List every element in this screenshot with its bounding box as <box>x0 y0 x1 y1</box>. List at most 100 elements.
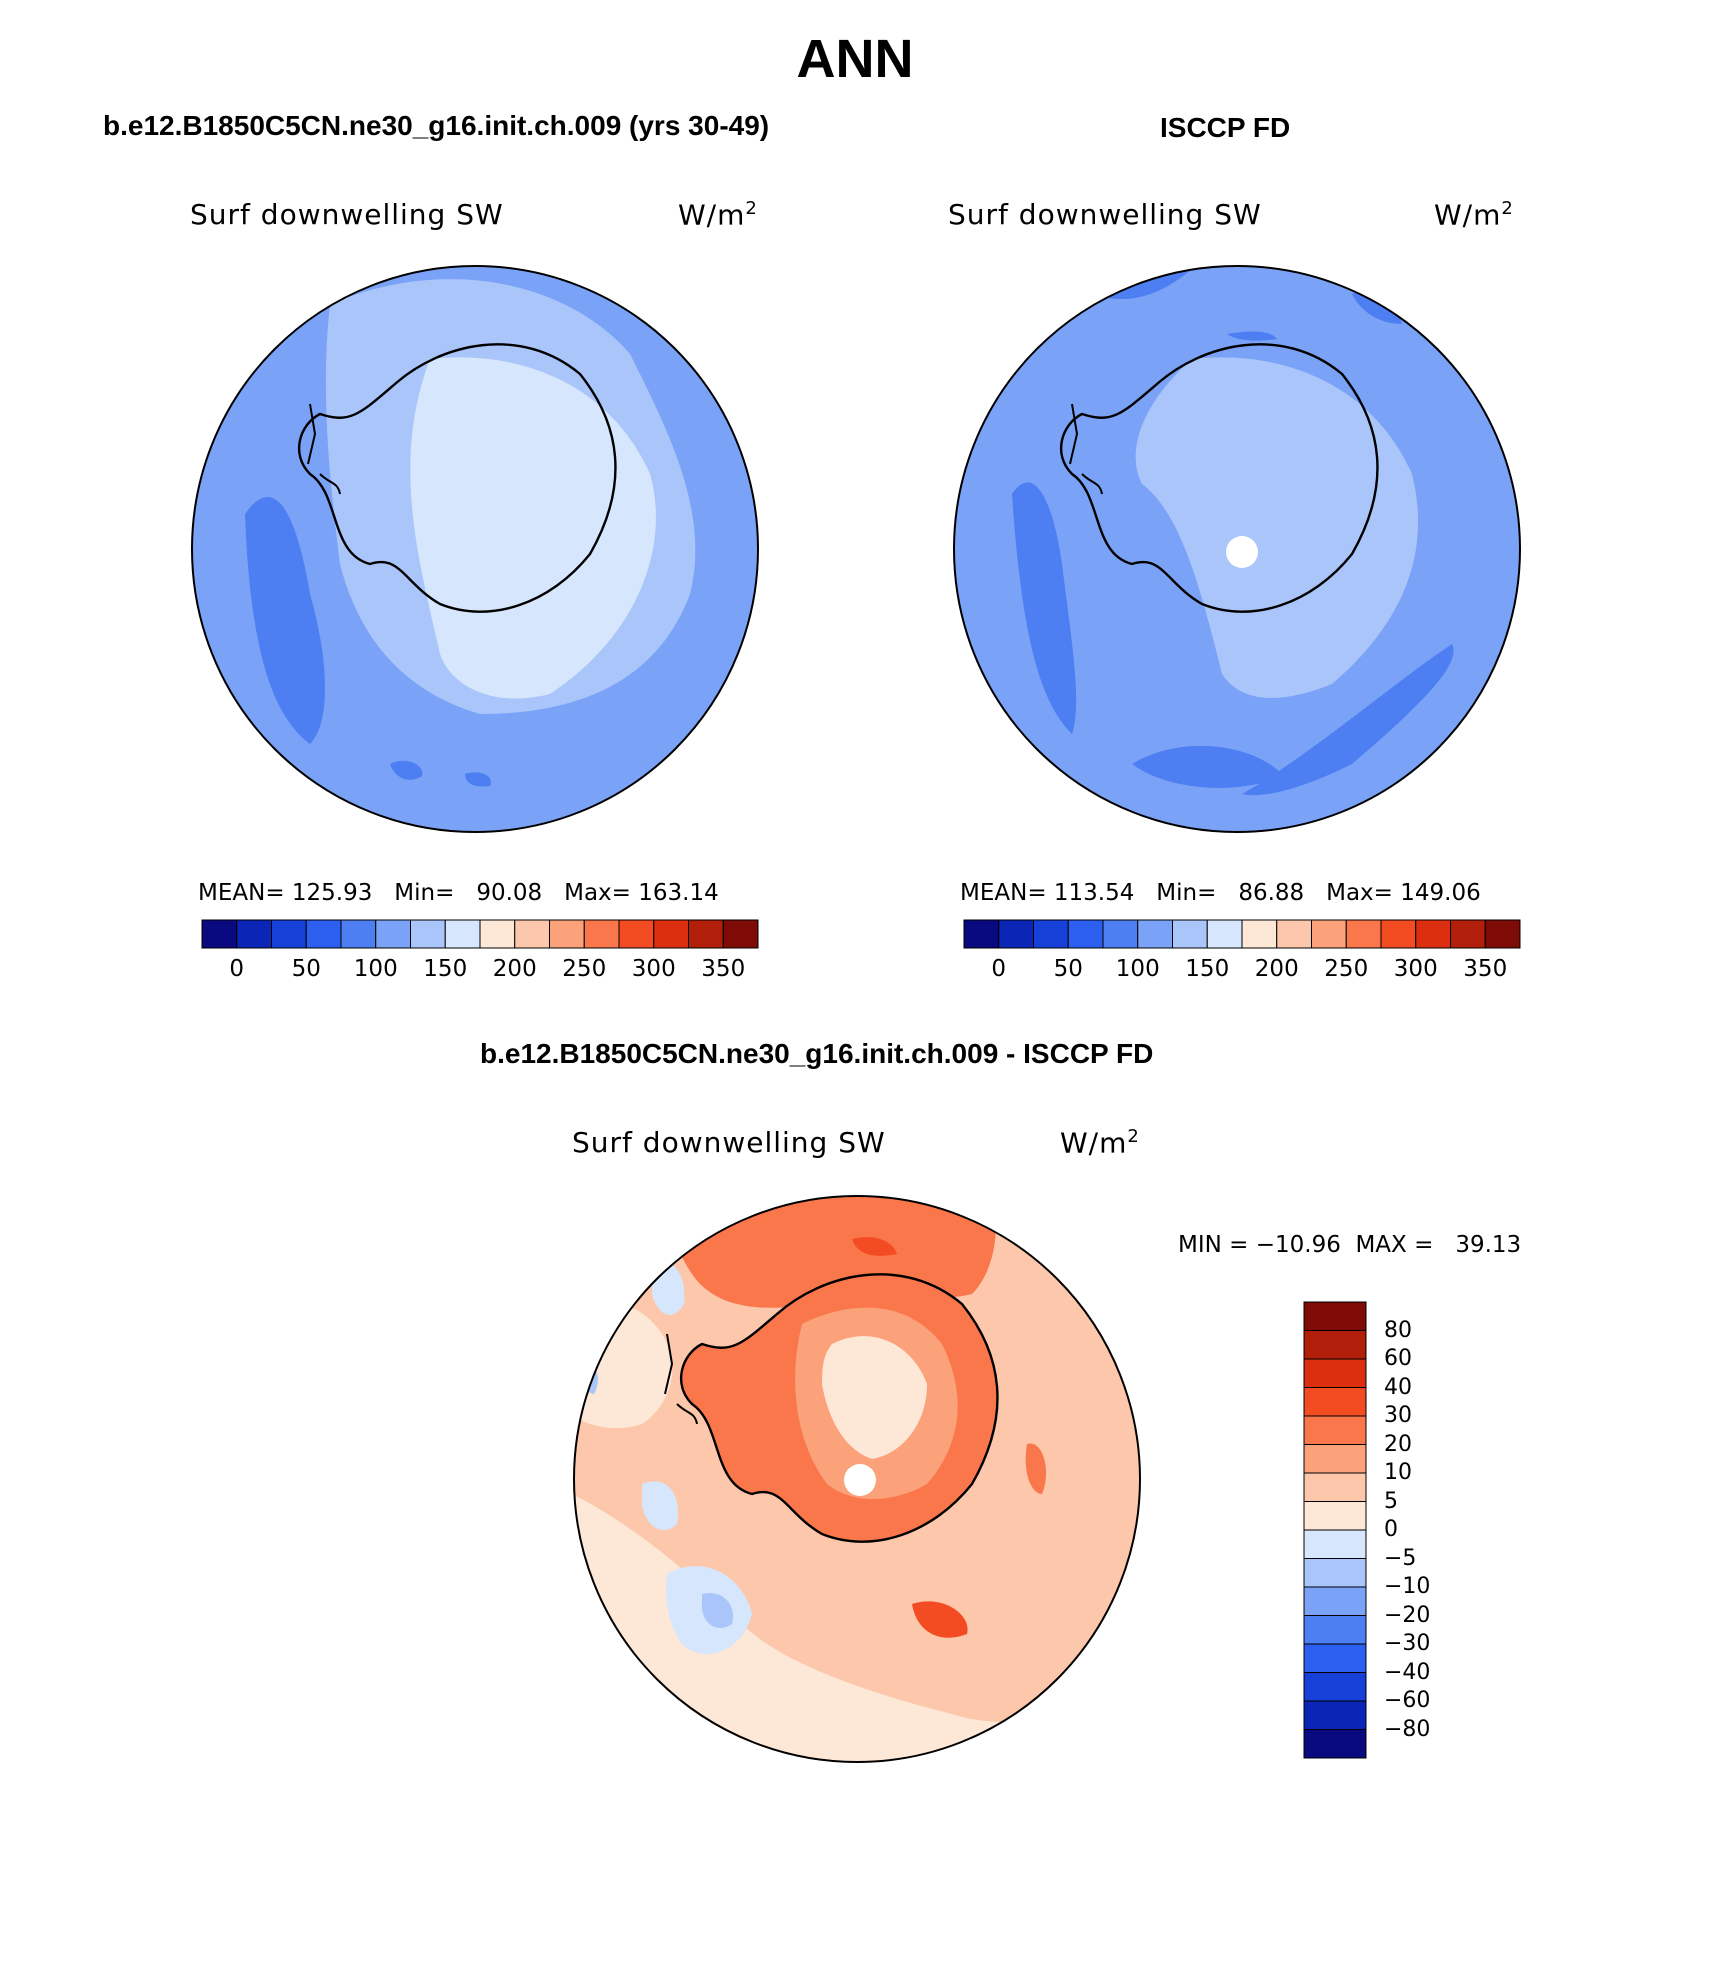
panel-1-colorbar-swatch <box>549 919 585 949</box>
panel-2-colorbar-swatch <box>1450 919 1486 949</box>
diff-minmax: MIN = −10.96 MAX = 39.13 <box>1178 1232 1522 1258</box>
panel-2-colorbar-tick-label: 300 <box>1393 956 1438 982</box>
diff-colorbar-swatch <box>1303 1501 1367 1531</box>
panel-2-colorbar-swatch <box>1102 919 1139 949</box>
panel-1-colorbar-ticks: 0 50 100 150 200 250 300 350 <box>200 956 760 986</box>
panel-2-colorbar-tick-label: 50 <box>1053 956 1083 982</box>
diff-units-label: W/m2 <box>1060 1126 1140 1160</box>
diff-field-contour-0-5-south <box>574 1494 1140 1762</box>
panel-2-colorbar-tick-label: 150 <box>1185 956 1230 982</box>
panel-1-case-title: b.e12.B1850C5CN.ne30_g16.init.ch.009 (yr… <box>103 110 770 141</box>
diff-colorbar-swatch <box>1303 1672 1367 1702</box>
diff-colorbar-label: 0 <box>1384 1517 1398 1542</box>
panel-2-units-label: W/m2 <box>1434 198 1514 232</box>
diff-colorbar-labels: 80 60 40 30 20 10 5 0 −5 −10 −20 −30 −40 −60 −80 <box>1384 1300 1464 1760</box>
obs-map <box>953 265 1521 833</box>
diff-field-contour-5-pole <box>822 1336 927 1459</box>
diff-colorbar-swatch <box>1303 1415 1367 1445</box>
diff-colorbar-label: −40 <box>1384 1659 1431 1685</box>
panel-2-colorbar-swatch <box>1137 919 1173 949</box>
panel-2-colorbar-swatch <box>1033 919 1069 949</box>
obs-peninsula-coast <box>1069 403 1103 495</box>
model-field-low-band <box>245 496 325 744</box>
diff-colorbar-swatch <box>1303 1444 1367 1474</box>
panel-2-colorbar-swatch <box>1067 919 1104 949</box>
panel-1-colorbar-swatch <box>305 919 342 949</box>
diff-colorbar-label: 60 <box>1384 1346 1412 1371</box>
diff-colorbar-swatch <box>1303 1529 1367 1559</box>
panel-2-colorbar <box>963 919 1521 949</box>
model-field-contour-175 <box>410 357 656 699</box>
panel-1-colorbar-swatch <box>583 919 620 949</box>
panel-2-colorbar-swatch <box>1172 919 1208 949</box>
panel-1-colorbar-swatch <box>236 919 272 949</box>
panel-1-colorbar-swatch <box>201 919 238 949</box>
diff-colorbar <box>1303 1301 1367 1759</box>
page-title: ANN <box>796 29 914 89</box>
panel-2-colorbar-ticks: 0 50 100 150 200 250 300 350 <box>962 956 1522 986</box>
diff-colorbar-label: −5 <box>1384 1545 1417 1571</box>
diff-case-title: b.e12.B1850C5CN.ne30_g16.init.ch.009 - I… <box>480 1038 1154 1069</box>
panel-2-colorbar-swatch <box>1276 919 1312 949</box>
diff-colorbar-label: 5 <box>1384 1488 1398 1514</box>
diff-colorbar-label: −60 <box>1384 1688 1431 1713</box>
panel-2-colorbar-swatch <box>998 919 1034 949</box>
diff-colorbar-swatch <box>1303 1643 1367 1673</box>
diff-colorbar-label: 40 <box>1384 1374 1412 1400</box>
panel-1-colorbar-tick-label: 250 <box>562 956 607 982</box>
panel-1-colorbar-swatch <box>618 919 655 949</box>
diff-colorbar-label: 20 <box>1384 1431 1412 1457</box>
diff-colorbar-label: −30 <box>1384 1631 1431 1656</box>
diff-variable-label: Surf downwelling SW <box>572 1126 886 1159</box>
panel-1-colorbar-swatch <box>340 919 377 949</box>
panel-1-colorbar-tick-label: 0 <box>229 956 245 982</box>
panel-2-colorbar-swatch <box>1380 919 1417 949</box>
panel-1-variable-label: Surf downwelling SW <box>190 198 504 231</box>
model-map <box>191 265 759 833</box>
diff-colorbar-swatch <box>1303 1586 1367 1616</box>
panel-1-colorbar-swatch <box>479 919 516 949</box>
panel-1-colorbar-swatch <box>271 919 307 949</box>
panel-2-variable-label: Surf downwelling SW <box>948 198 1262 231</box>
panel-2-colorbar-tick-label: 350 <box>1463 956 1508 982</box>
panel-2-colorbar-swatch <box>963 919 1000 949</box>
panel-2-colorbar-tick-label: 100 <box>1115 956 1160 982</box>
panel-1-colorbar-tick-label: 50 <box>291 956 321 982</box>
diff-colorbar-swatch <box>1303 1330 1367 1360</box>
obs-field-low-band-east <box>1242 644 1454 796</box>
panel-1-colorbar-tick-label: 150 <box>423 956 468 982</box>
diff-colorbar-label: 80 <box>1384 1317 1412 1343</box>
panel-1-stats: MEAN= 125.93 Min= 90.08 Max= 163.14 <box>198 880 719 906</box>
model-map-border <box>191 265 759 833</box>
diff-colorbar-label: 30 <box>1384 1403 1412 1428</box>
panel-1-colorbar-swatch <box>653 919 689 949</box>
obs-field-low-band-west <box>1012 482 1077 734</box>
panel-2-colorbar-swatch <box>1415 919 1451 949</box>
diff-colorbar-swatch <box>1303 1615 1367 1645</box>
diff-map-border <box>573 1195 1141 1763</box>
panel-1-colorbar-tick-label: 100 <box>353 956 398 982</box>
obs-field-low-band-south <box>1132 745 1282 788</box>
difference-map <box>573 1195 1141 1763</box>
panel-1-colorbar-swatch <box>375 919 411 949</box>
diff-colorbar-swatch <box>1303 1358 1367 1388</box>
panel-2-colorbar-swatch <box>1484 919 1521 949</box>
panel-2-colorbar-swatch <box>1241 919 1278 949</box>
diff-colorbar-swatch <box>1303 1387 1367 1417</box>
panel-1-units-label: W/m2 <box>678 198 758 232</box>
diff-pole-missing-data <box>844 1464 876 1496</box>
panel-2-colorbar-tick-label: 0 <box>991 956 1007 982</box>
model-peninsula-coast <box>307 403 341 495</box>
panel-2-colorbar-swatch <box>1345 919 1382 949</box>
obs-pole-missing-data <box>1226 536 1258 568</box>
panel-1-colorbar-swatch <box>722 919 759 949</box>
panel-1-colorbar-tick-label: 200 <box>492 956 537 982</box>
diff-colorbar-swatch <box>1303 1301 1367 1331</box>
obs-map-border <box>953 265 1521 833</box>
model-antarctica-coastline <box>297 343 617 613</box>
panel-1-colorbar <box>201 919 759 949</box>
panel-1-colorbar-swatch <box>410 919 446 949</box>
diff-colorbar-label: −20 <box>1384 1602 1431 1628</box>
panel-1-colorbar-tick-label: 300 <box>631 956 676 982</box>
panel-2-colorbar-tick-label: 250 <box>1324 956 1369 982</box>
